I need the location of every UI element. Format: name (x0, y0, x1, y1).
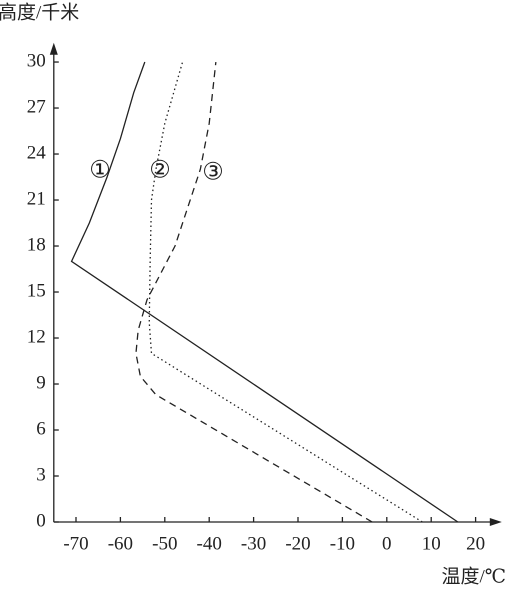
y-tick-label: 0 (36, 510, 46, 531)
y-tick-label: 30 (27, 50, 46, 71)
y-tick-label: 12 (27, 326, 46, 347)
x-tick-label: -60 (108, 533, 133, 554)
x-tick-label: -40 (197, 533, 222, 554)
line-2 (148, 61, 423, 523)
x-tick-label: -70 (63, 533, 88, 554)
y-tick-label: 15 (27, 280, 46, 301)
line-1 (70, 61, 459, 523)
x-tick-label: 10 (422, 533, 441, 554)
y-tick-label: 9 (36, 372, 46, 393)
x-tick-label: -50 (152, 533, 177, 554)
x-tick-label: 0 (382, 533, 392, 554)
x-tick-label: 20 (466, 533, 485, 554)
x-tick-label: -20 (285, 533, 310, 554)
x-axis-arrow (489, 518, 502, 526)
x-axis-label: 温度/℃ (441, 565, 506, 587)
y-tick-label: 21 (27, 188, 46, 209)
y-tick-label: 27 (27, 96, 46, 117)
line-3 (135, 61, 373, 523)
series-label: ③ (202, 160, 224, 186)
y-axis-label: 高度/千米 (0, 1, 79, 23)
x-tick-label: -30 (241, 533, 266, 554)
series-label: ① (89, 158, 111, 184)
series-label: ② (149, 158, 171, 184)
y-tick-label: 18 (27, 234, 46, 255)
y-tick-label: 24 (27, 142, 47, 163)
y-axis-arrow (49, 42, 58, 55)
x-tick-label: -10 (330, 533, 355, 554)
y-tick-label: 3 (36, 464, 46, 485)
y-tick-label: 6 (36, 418, 46, 439)
